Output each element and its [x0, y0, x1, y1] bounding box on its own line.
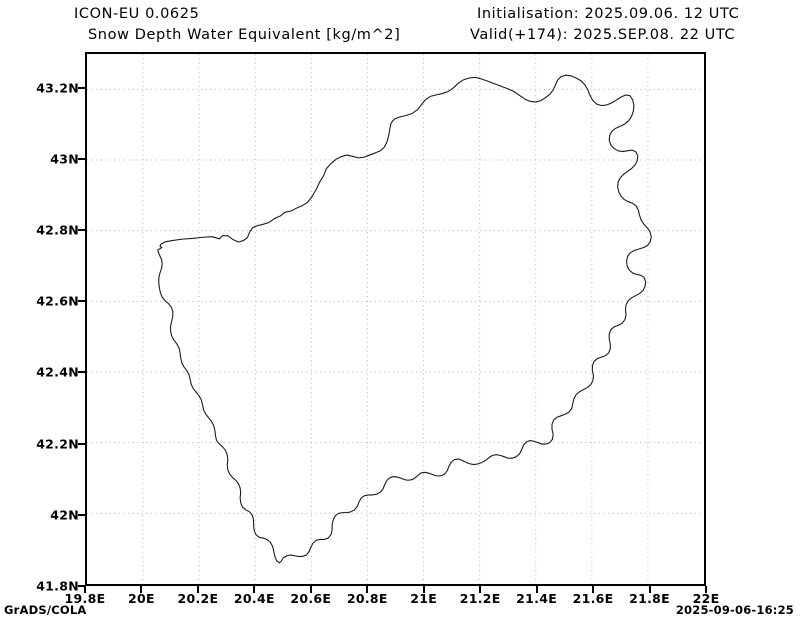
- y-tick-mark: [78, 513, 85, 516]
- x-tick-label: 20.6E: [290, 591, 332, 606]
- model-title: ICON-EU 0.0625: [74, 6, 200, 22]
- y-tick-label: 42.8N: [36, 222, 79, 238]
- x-tick-label: 21E: [410, 591, 438, 606]
- x-tick-mark: [479, 586, 482, 593]
- y-tick-mark: [78, 585, 85, 587]
- x-tick-mark: [705, 586, 707, 593]
- y-axis-labels: 41.8N 42N 42.2N 42.4N 42.6N 42.8N 43N 43.2N: [0, 52, 79, 593]
- x-tick-label: 19.8E: [64, 591, 106, 606]
- x-tick-label: 21.6E: [572, 591, 614, 606]
- x-tick-label: 21.8E: [629, 591, 670, 606]
- x-tick-mark: [648, 586, 651, 593]
- x-tick-mark: [253, 586, 256, 593]
- x-tick-label: 20E: [128, 591, 155, 606]
- x-tick-mark: [535, 586, 538, 593]
- initialisation-label: Initialisation: 2025.09.06. 12 UTC: [477, 6, 740, 22]
- x-tick-label: 20.4E: [233, 591, 275, 606]
- map-canvas: [87, 54, 704, 584]
- x-tick-label: 22E: [692, 591, 720, 606]
- kosovo-border-outline: [157, 74, 652, 564]
- x-tick-mark: [84, 586, 86, 593]
- valid-time-label: Valid(+174): 2025.SEP.08. 22 UTC: [470, 27, 736, 43]
- y-tick-label: 41.8N: [36, 578, 79, 594]
- render-timestamp: 2025-09-06-16:25: [675, 603, 794, 617]
- attribution-label: GrADS/COLA: [4, 603, 87, 617]
- y-tick-mark: [78, 86, 85, 89]
- field-title: Snow Depth Water Equivalent [kg/m^2]: [88, 27, 401, 43]
- y-tick-label: 42.2N: [36, 436, 79, 452]
- y-tick-mark: [78, 442, 85, 445]
- x-tick-mark: [366, 586, 369, 593]
- y-tick-label: 42N: [50, 507, 79, 523]
- y-tick-mark: [78, 229, 85, 231]
- x-axis-labels: 19.8E 20E 20.2E 20.4E 20.6E 20.8E 21E 21.2E 21.4…: [0, 591, 800, 609]
- gridlines: [87, 54, 704, 584]
- y-tick-label: 43.2N: [36, 80, 79, 96]
- y-tick-label: 43N: [50, 151, 79, 167]
- y-tick-mark: [78, 371, 85, 374]
- y-tick-mark: [78, 157, 85, 160]
- y-tick-mark: [78, 300, 85, 303]
- map-plot-area: [85, 52, 706, 586]
- x-tick-mark: [309, 586, 312, 593]
- y-tick-label: 42.6N: [36, 293, 79, 309]
- x-tick-mark: [422, 586, 425, 593]
- y-tick-label: 42.4N: [36, 364, 79, 380]
- x-tick-label: 20.2E: [177, 591, 219, 606]
- x-tick-mark: [196, 586, 199, 593]
- x-tick-mark: [140, 586, 143, 593]
- country-boundary: [157, 74, 652, 564]
- x-tick-label: 20.8E: [346, 591, 388, 606]
- x-tick-mark: [592, 586, 595, 593]
- x-tick-label: 21.4E: [516, 591, 558, 606]
- x-tick-label: 21.2E: [459, 591, 501, 606]
